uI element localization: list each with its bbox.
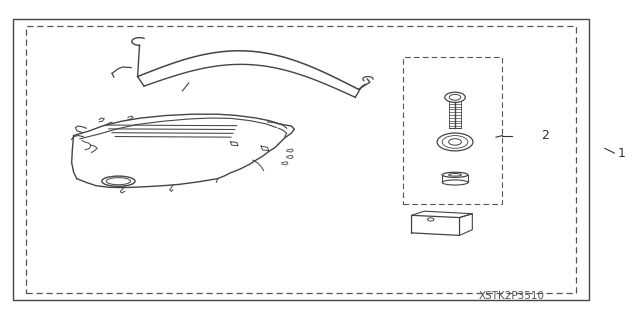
Bar	[13, 19, 589, 300]
Bar	[403, 57, 502, 204]
Text: XSTK2P3510: XSTK2P3510	[479, 292, 545, 301]
Text: 1: 1	[618, 147, 625, 160]
Text: 2: 2	[541, 129, 548, 142]
Bar	[26, 26, 576, 293]
